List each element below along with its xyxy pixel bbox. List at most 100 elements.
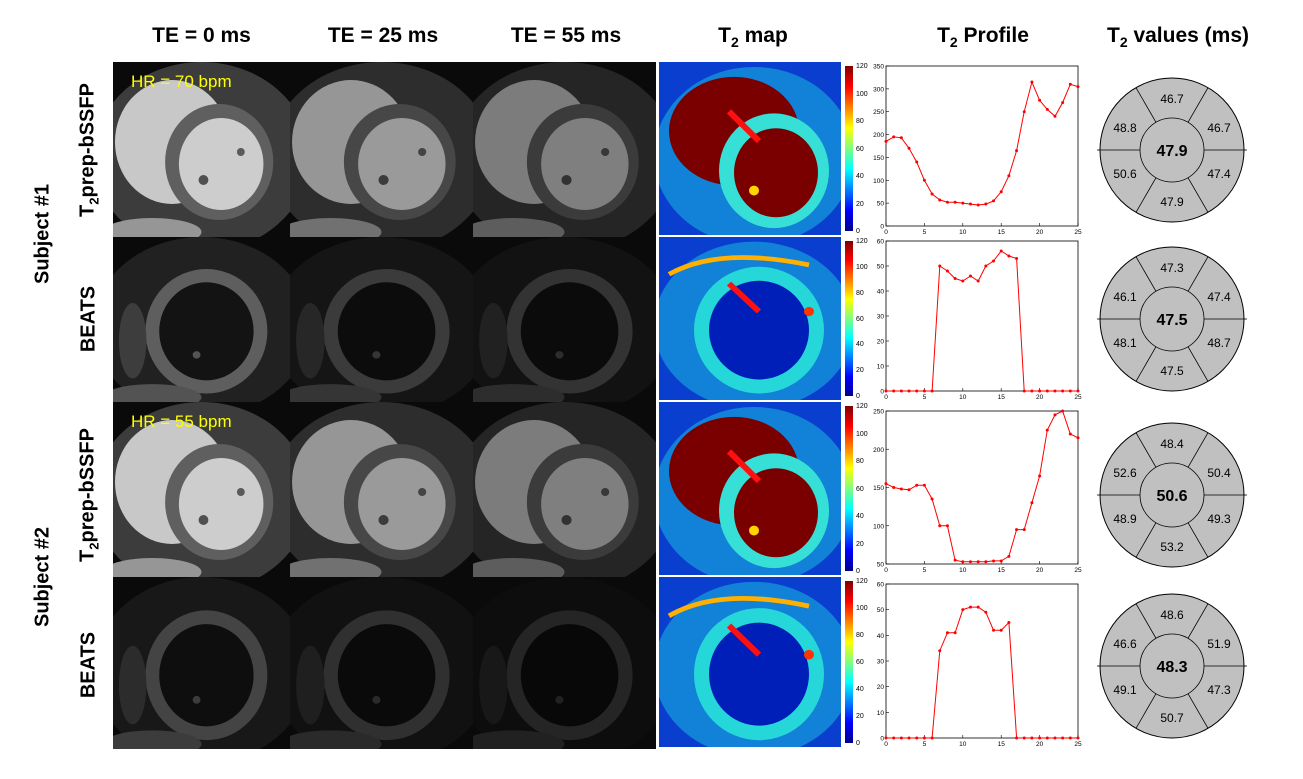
row-label-beats-2: BEATS	[77, 631, 100, 699]
mri-image-r1-c3	[473, 62, 656, 237]
x-tick-label: 25	[1074, 394, 1082, 401]
bullseye-value-top: 48.6	[1160, 608, 1184, 622]
profile-data-point	[884, 482, 888, 486]
colorbar-tick-label: 20	[856, 713, 864, 720]
profile-data-point	[1007, 174, 1011, 178]
profile-data-point	[999, 628, 1003, 632]
colorbar-tick-label: 20	[856, 200, 864, 208]
colorbar-tick-label: 0	[856, 740, 860, 747]
profile-data-point	[892, 389, 896, 393]
bullseye-value-upper-right: 46.7	[1207, 121, 1231, 135]
profile-data-point	[915, 483, 919, 487]
colorbar-tick-label: 20	[856, 540, 864, 548]
profile-data-point	[930, 497, 934, 501]
profile-data-point	[1007, 621, 1011, 624]
x-tick-label: 20	[1036, 394, 1044, 401]
header-t2map: T2 map	[718, 24, 788, 51]
profile-data-point	[1038, 389, 1042, 393]
y-tick-label: 50	[877, 201, 885, 208]
profile-data-point	[1068, 82, 1072, 86]
y-tick-label: 250	[873, 109, 884, 116]
profile-data-point	[992, 199, 996, 203]
colorbar-tick-label: 100	[856, 605, 868, 612]
mri-image-r2-c3	[473, 237, 656, 402]
y-tick-label: 60	[877, 239, 885, 246]
y-tick-label: 0	[880, 224, 884, 231]
mri-image-r2-c2	[290, 237, 473, 402]
colorbar-tick-label: 60	[856, 659, 864, 666]
profile-data-point	[915, 389, 919, 393]
profile-data-point	[884, 736, 888, 740]
bullseye-value-lower-left: 48.1	[1113, 336, 1137, 350]
bullseye-value-lower-left: 49.1	[1113, 683, 1137, 697]
profile-data-point	[976, 560, 980, 564]
colorbar-tick-label: 0	[856, 393, 860, 400]
profile-data-point	[907, 389, 911, 393]
colorbar-tick-label: 80	[856, 632, 864, 639]
profile-data-point	[922, 483, 926, 487]
header-t2profile: T2 Profile	[937, 24, 1029, 51]
mri-image-r4-c3	[473, 577, 656, 749]
profile-data-point	[976, 203, 980, 207]
profile-data-point	[953, 200, 957, 204]
colorbar	[845, 581, 853, 743]
colorbar	[845, 66, 853, 231]
mri-image-r4-c2	[290, 577, 473, 749]
t2-map-r3	[659, 402, 841, 575]
y-tick-label: 0	[880, 389, 884, 396]
colorbar-tick-label: 120	[856, 403, 868, 410]
profile-data-point	[999, 559, 1003, 563]
profile-data-point	[899, 389, 903, 393]
profile-data-point	[922, 389, 926, 393]
colorbar	[845, 406, 853, 571]
x-tick-label: 25	[1074, 741, 1082, 748]
profile-data-point	[999, 190, 1003, 194]
bullseye-value-upper-left: 46.1	[1113, 290, 1137, 304]
x-tick-label: 0	[884, 741, 888, 748]
mri-image-r1-c1: HR = 70 bpm	[113, 62, 290, 237]
y-tick-label: 250	[873, 409, 884, 416]
profile-data-point	[915, 736, 919, 740]
colorbar-tick-label: 40	[856, 341, 864, 349]
profile-data-point	[1022, 389, 1026, 393]
profile-data-point	[892, 486, 896, 489]
profile-data-point	[1076, 736, 1080, 740]
profile-data-point	[884, 139, 888, 143]
colorbar-tick-label: 100	[856, 263, 868, 271]
profile-data-point	[1045, 107, 1049, 111]
profile-data-point	[1030, 736, 1034, 740]
profile-data-point	[999, 249, 1003, 253]
profile-data-point	[899, 487, 903, 491]
mri-image-r2-c1	[113, 237, 290, 402]
bullseye-value-top: 47.3	[1160, 261, 1184, 275]
profile-data-point	[968, 560, 972, 564]
x-tick-label: 5	[923, 567, 927, 574]
y-tick-label: 150	[873, 485, 884, 492]
x-tick-label: 10	[959, 394, 967, 401]
profile-data-point	[938, 264, 942, 268]
profile-data-point	[1022, 736, 1026, 740]
profile-data-point	[984, 202, 988, 206]
profile-data-point	[968, 202, 972, 206]
y-tick-label: 200	[873, 447, 884, 454]
x-tick-label: 15	[998, 567, 1006, 574]
colorbar-tick-label: 60	[856, 485, 864, 493]
profile-data-point	[930, 389, 934, 393]
mri-image-r3-c2	[290, 402, 473, 577]
profile-data-point	[945, 631, 949, 635]
bullseye-value-upper-right: 50.4	[1207, 466, 1231, 480]
profile-data-point	[1045, 389, 1049, 393]
profile-data-point	[907, 488, 911, 492]
profile-data-point	[984, 610, 988, 614]
y-tick-label: 350	[873, 64, 884, 71]
y-tick-label: 200	[873, 132, 884, 139]
profile-data-point	[1015, 736, 1019, 740]
profile-data-point	[1030, 80, 1034, 84]
colorbar-tick-label: 40	[856, 686, 864, 693]
profile-data-point	[1030, 501, 1034, 505]
bullseye-value-upper-left: 48.8	[1113, 121, 1137, 135]
profile-data-point	[1045, 428, 1049, 432]
profile-data-point	[899, 136, 903, 140]
profile-data-point	[899, 736, 903, 740]
colorbar-tick-label: 120	[856, 63, 868, 70]
